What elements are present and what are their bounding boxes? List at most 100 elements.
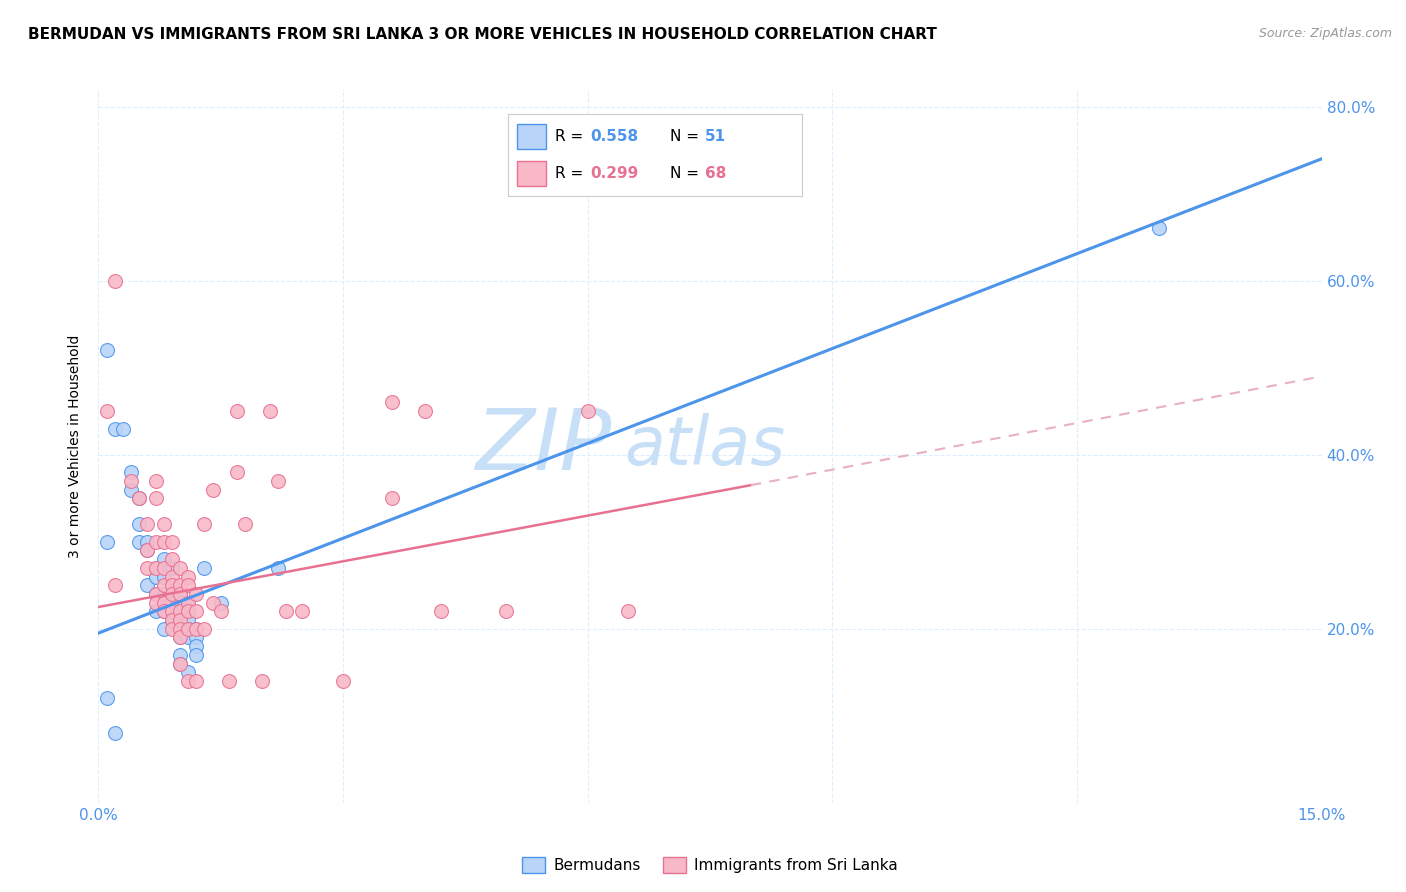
Point [104, 578, 127, 592]
Point [152, 587, 174, 601]
Point [209, 596, 232, 610]
Point [152, 534, 174, 549]
Point [145, 474, 167, 488]
Point [169, 604, 191, 618]
Point [136, 534, 159, 549]
Point [193, 622, 215, 636]
Point [169, 648, 191, 662]
Point [169, 613, 191, 627]
Point [120, 483, 142, 497]
Text: ZIP: ZIP [475, 404, 612, 488]
Point [177, 596, 200, 610]
Point [576, 404, 599, 418]
Point [104, 421, 127, 435]
Point [381, 395, 404, 409]
Point [177, 613, 200, 627]
Point [136, 517, 159, 532]
Point [152, 561, 174, 575]
Point [193, 561, 215, 575]
Point [186, 648, 208, 662]
Point [169, 578, 191, 592]
Point [145, 561, 167, 575]
Point [193, 517, 215, 532]
Point [332, 673, 354, 688]
Point [177, 665, 200, 680]
Point [136, 543, 159, 558]
Point [160, 587, 183, 601]
Point [226, 404, 249, 418]
Text: BERMUDAN VS IMMIGRANTS FROM SRI LANKA 3 OR MORE VEHICLES IN HOUSEHOLD CORRELATIO: BERMUDAN VS IMMIGRANTS FROM SRI LANKA 3 … [28, 27, 936, 42]
Point [169, 604, 191, 618]
Point [226, 465, 249, 479]
Point [430, 604, 453, 618]
Point [145, 491, 167, 506]
Point [160, 604, 183, 618]
Point [128, 491, 150, 506]
Point [145, 569, 167, 583]
Point [209, 604, 232, 618]
Point [145, 561, 167, 575]
Point [169, 657, 191, 671]
Point [495, 604, 517, 618]
Point [152, 622, 174, 636]
Point [96, 404, 118, 418]
Point [186, 673, 208, 688]
Point [186, 587, 208, 601]
Point [169, 631, 191, 645]
Point [136, 561, 159, 575]
Point [177, 596, 200, 610]
Point [160, 613, 183, 627]
Point [152, 596, 174, 610]
Point [136, 543, 159, 558]
Point [177, 673, 200, 688]
Point [1147, 221, 1170, 235]
Point [177, 604, 200, 618]
Point [145, 534, 167, 549]
Point [274, 604, 297, 618]
Point [96, 691, 118, 706]
Point [152, 569, 174, 583]
Point [177, 622, 200, 636]
Point [218, 673, 240, 688]
Point [169, 657, 191, 671]
Point [177, 569, 200, 583]
Point [177, 631, 200, 645]
Point [160, 613, 183, 627]
Point [413, 404, 436, 418]
Point [152, 517, 174, 532]
Point [169, 587, 191, 601]
Point [96, 343, 118, 358]
Point [267, 561, 290, 575]
Point [160, 534, 183, 549]
Point [291, 604, 314, 618]
Point [186, 622, 208, 636]
Point [145, 587, 167, 601]
Legend: Bermudans, Immigrants from Sri Lanka: Bermudans, Immigrants from Sri Lanka [515, 849, 905, 880]
Point [160, 578, 183, 592]
Point [250, 673, 273, 688]
Point [160, 604, 183, 618]
Point [128, 517, 150, 532]
Point [120, 465, 142, 479]
Point [186, 622, 208, 636]
Point [259, 404, 281, 418]
Point [152, 604, 174, 618]
Point [233, 517, 256, 532]
Point [128, 491, 150, 506]
Text: atlas: atlas [624, 413, 786, 479]
Point [152, 604, 174, 618]
Point [169, 587, 191, 601]
Point [267, 474, 290, 488]
Point [111, 421, 134, 435]
Point [177, 578, 200, 592]
Point [160, 587, 183, 601]
Point [145, 604, 167, 618]
Point [96, 534, 118, 549]
Point [128, 534, 150, 549]
Text: Source: ZipAtlas.com: Source: ZipAtlas.com [1258, 27, 1392, 40]
Point [152, 552, 174, 566]
Point [160, 578, 183, 592]
Point [160, 552, 183, 566]
Y-axis label: 3 or more Vehicles in Household: 3 or more Vehicles in Household [69, 334, 83, 558]
Point [186, 604, 208, 618]
